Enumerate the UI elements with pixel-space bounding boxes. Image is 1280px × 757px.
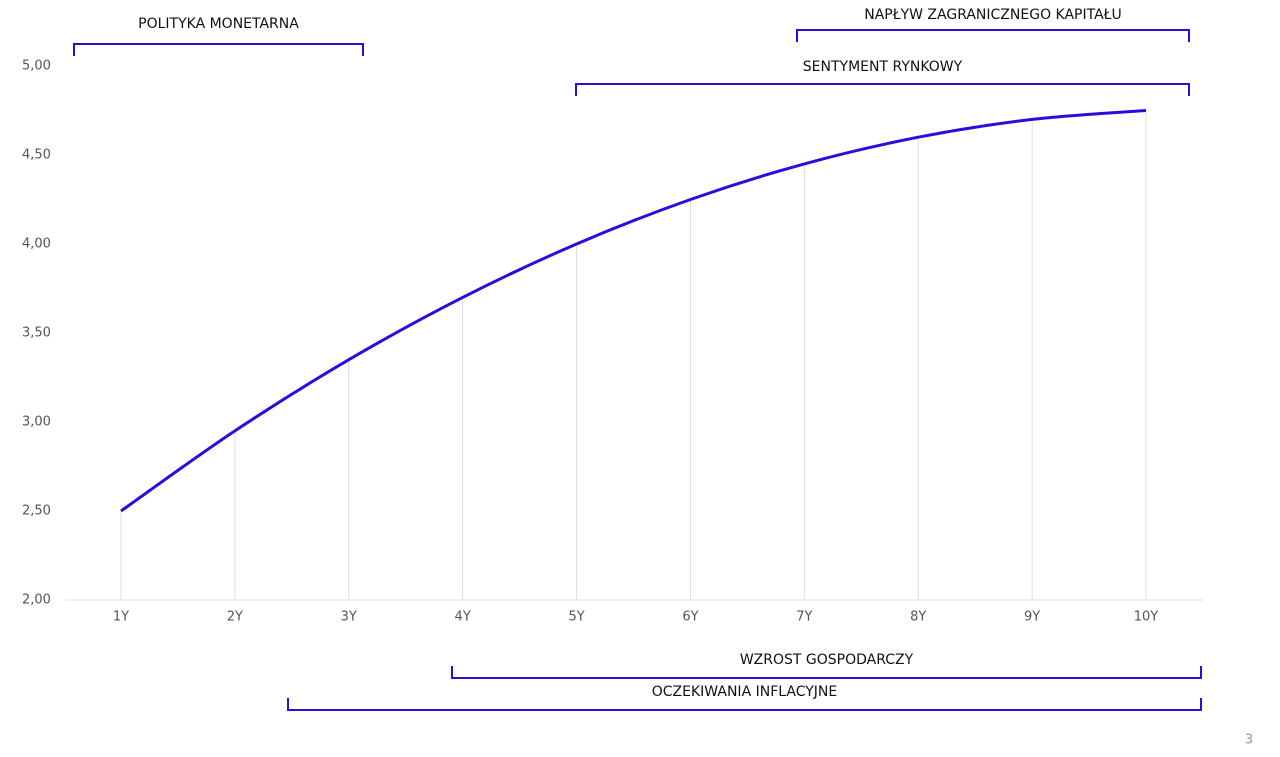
bracket bbox=[796, 29, 1190, 42]
x-tick-label: 6Y bbox=[682, 610, 698, 625]
y-tick-label: 2,50 bbox=[22, 504, 51, 519]
bracket bbox=[73, 43, 364, 56]
x-tick-label: 10Y bbox=[1134, 610, 1159, 625]
x-tick-label: 7Y bbox=[796, 610, 812, 625]
annotation: POLITYKA MONETARNA bbox=[138, 16, 299, 32]
annotation: WZROST GOSPODARCZY bbox=[740, 652, 914, 668]
bracket bbox=[287, 698, 1202, 711]
bracket bbox=[575, 83, 1190, 96]
annotation: OCZEKIWANIA INFLACYJNE bbox=[652, 684, 837, 700]
series-line bbox=[120, 109, 1147, 513]
x-tick-label: 4Y bbox=[455, 610, 471, 625]
page-number: 3 bbox=[1245, 733, 1253, 748]
annotation: SENTYMENT RYNKOWY bbox=[803, 59, 963, 75]
y-tick-label: 5,00 bbox=[22, 59, 51, 74]
annotation: NAPŁYW ZAGRANICZNEGO KAPITAŁU bbox=[864, 7, 1122, 23]
x-tick-label: 1Y bbox=[113, 610, 129, 625]
y-tick-label: 4,00 bbox=[22, 237, 51, 252]
x-tick-label: 8Y bbox=[910, 610, 926, 625]
x-tick-label: 2Y bbox=[227, 610, 243, 625]
y-tick-label: 3,00 bbox=[22, 415, 51, 430]
x-tick-label: 9Y bbox=[1024, 610, 1040, 625]
y-tick-label: 3,50 bbox=[22, 326, 51, 341]
x-tick-label: 3Y bbox=[341, 610, 357, 625]
y-tick-label: 2,00 bbox=[22, 593, 51, 608]
bracket bbox=[451, 666, 1202, 679]
x-tick-label: 5Y bbox=[568, 610, 584, 625]
y-tick-label: 4,50 bbox=[22, 148, 51, 163]
